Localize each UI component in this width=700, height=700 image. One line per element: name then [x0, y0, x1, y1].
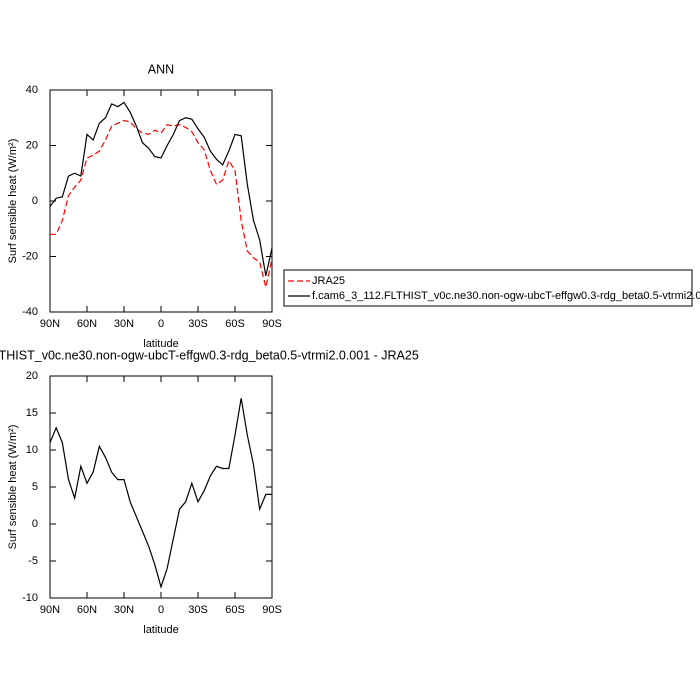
plot-frame — [49, 375, 273, 599]
y-axis-label: Surf sensible heat (W/m²) — [7, 139, 19, 264]
y-axis-label: Surf sensible heat (W/m²) — [7, 425, 19, 550]
x-tick-label: 90S — [262, 604, 282, 616]
y-tick-label: -20 — [22, 250, 38, 262]
chart-title: f.cam6_3_112.FLTHIST_v0c.ne30.non-ogw-ub… — [0, 348, 419, 362]
y-tick-label: 0 — [32, 195, 38, 207]
x-tick-label: 30N — [114, 318, 134, 330]
data-line — [49, 101, 273, 277]
data-line — [50, 119, 273, 288]
y-tick-label: 15 — [26, 407, 38, 419]
x-tick-label: 90N — [40, 604, 60, 616]
x-tick-label: 0 — [158, 318, 164, 330]
legend-box — [283, 269, 693, 307]
y-tick-label: -40 — [22, 306, 38, 318]
x-tick-label: 90S — [262, 318, 282, 330]
y-tick-label: -10 — [22, 592, 38, 604]
x-tick-label: 90N — [40, 318, 60, 330]
data-line — [49, 398, 272, 589]
y-tick-label: 10 — [26, 444, 38, 456]
y-tick-label: 40 — [26, 84, 38, 96]
x-tick-label: 60N — [77, 318, 97, 330]
x-tick-label: 60S — [225, 318, 245, 330]
x-tick-label: 30N — [114, 604, 134, 616]
x-axis-label: latitude — [143, 338, 178, 350]
x-tick-label: 60N — [77, 604, 97, 616]
y-tick-label: 20 — [26, 139, 38, 151]
y-tick-label: -5 — [28, 555, 38, 567]
chart-title: ANN — [148, 62, 174, 76]
y-tick-label: 5 — [32, 481, 38, 493]
legend-label: JRA25 — [312, 275, 345, 287]
x-axis-label: latitude — [143, 624, 178, 636]
x-tick-label: 30S — [188, 318, 208, 330]
x-tick-label: 0 — [158, 604, 164, 616]
y-tick-label: 0 — [32, 518, 38, 530]
legend-label: f.cam6_3_112.FLTHIST_v0c.ne30.non-ogw-ub… — [312, 290, 700, 302]
y-tick-label: 20 — [26, 370, 38, 382]
x-tick-label: 30S — [188, 604, 208, 616]
x-tick-label: 60S — [225, 604, 245, 616]
